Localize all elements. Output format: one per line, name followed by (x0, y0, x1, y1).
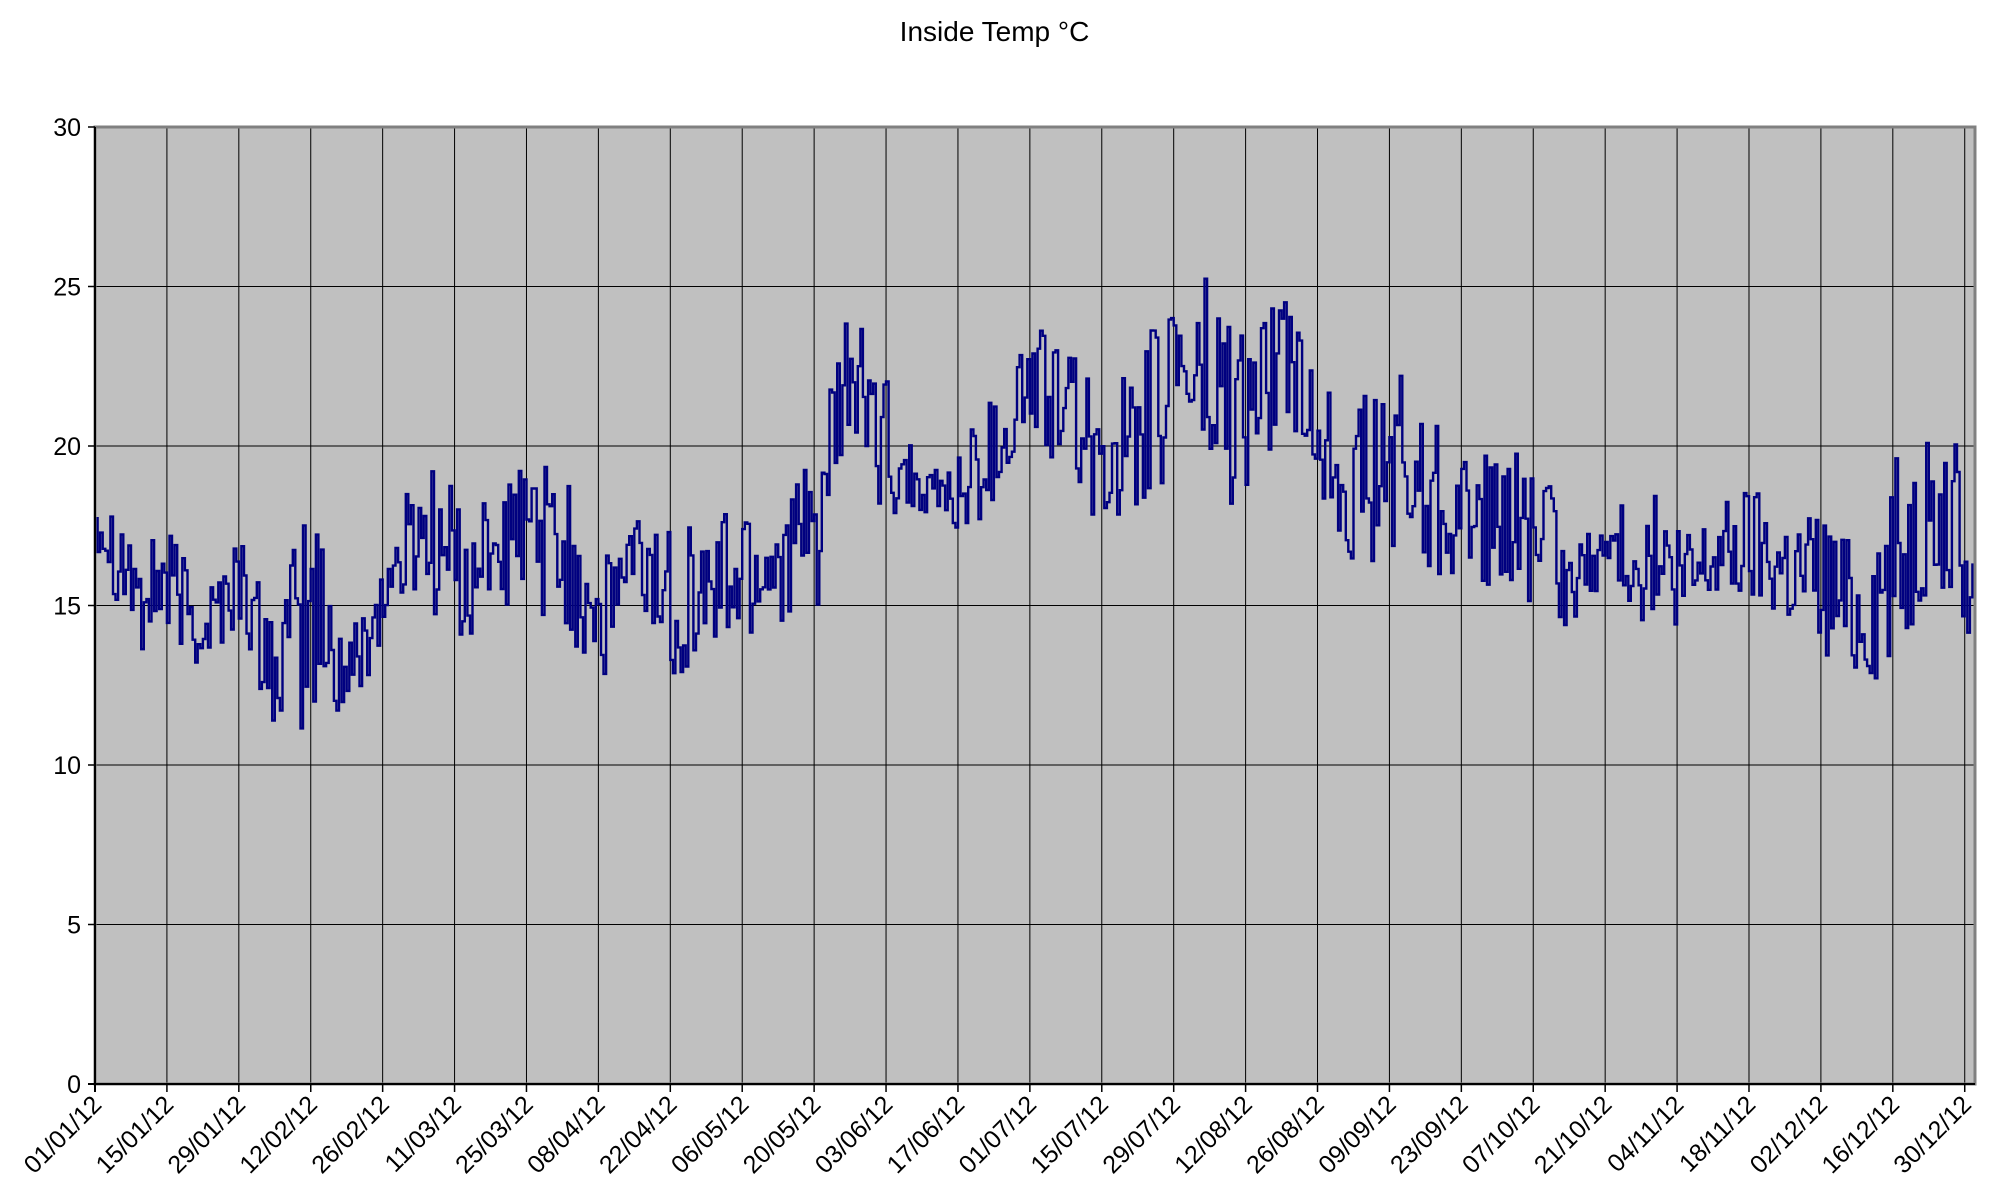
x-tick-label: 11/03/12 (379, 1090, 466, 1177)
x-tick-label: 06/05/12 (666, 1090, 755, 1179)
x-tick-label: 12/08/12 (1169, 1090, 1258, 1179)
x-tick-label: 21/10/12 (1529, 1090, 1618, 1179)
x-tick-label: 30/12/12 (1888, 1090, 1977, 1179)
x-tick-label: 26/02/12 (306, 1090, 395, 1179)
x-tick-label: 15/01/12 (91, 1090, 180, 1179)
x-tick-label: 07/10/12 (1457, 1090, 1546, 1179)
y-tick-label: 20 (53, 433, 81, 461)
x-tick-label: 26/08/12 (1241, 1090, 1330, 1179)
x-tick-label: 29/07/12 (1097, 1090, 1186, 1179)
y-tick-label: 25 (53, 274, 81, 302)
y-tick-label: 0 (67, 1071, 81, 1099)
x-tick-label: 22/04/12 (594, 1090, 683, 1179)
x-tick-label: 01/01/12 (19, 1090, 108, 1179)
x-tick-label: 16/12/12 (1816, 1090, 1905, 1179)
x-tick-label: 08/04/12 (522, 1090, 611, 1179)
x-tick-label: 18/11/12 (1674, 1090, 1761, 1177)
x-tick-label: 25/03/12 (450, 1090, 539, 1179)
x-tick-label: 03/06/12 (810, 1090, 899, 1179)
series-layer (95, 277, 1977, 730)
x-tick-label: 02/12/12 (1745, 1090, 1834, 1179)
y-tick-label: 5 (67, 912, 81, 940)
x-tick-label: 15/07/12 (1025, 1090, 1114, 1179)
y-tick-label: 10 (53, 752, 81, 780)
x-tick-label: 04/11/12 (1602, 1090, 1689, 1177)
x-tick-label: 20/05/12 (738, 1090, 827, 1179)
series-line (95, 277, 1977, 730)
x-tick-label: 01/07/12 (953, 1090, 1042, 1179)
y-tick-label: 30 (53, 114, 81, 142)
x-tick-label: 23/09/12 (1385, 1090, 1474, 1179)
chart-title: Inside Temp °C (899, 16, 1090, 47)
x-tick-label: 09/09/12 (1313, 1090, 1402, 1179)
x-tick-label: 17/06/12 (882, 1090, 971, 1179)
x-tick-label: 29/01/12 (162, 1090, 251, 1179)
y-tick-label: 15 (53, 593, 81, 621)
x-tick-label: 12/02/12 (234, 1090, 323, 1179)
